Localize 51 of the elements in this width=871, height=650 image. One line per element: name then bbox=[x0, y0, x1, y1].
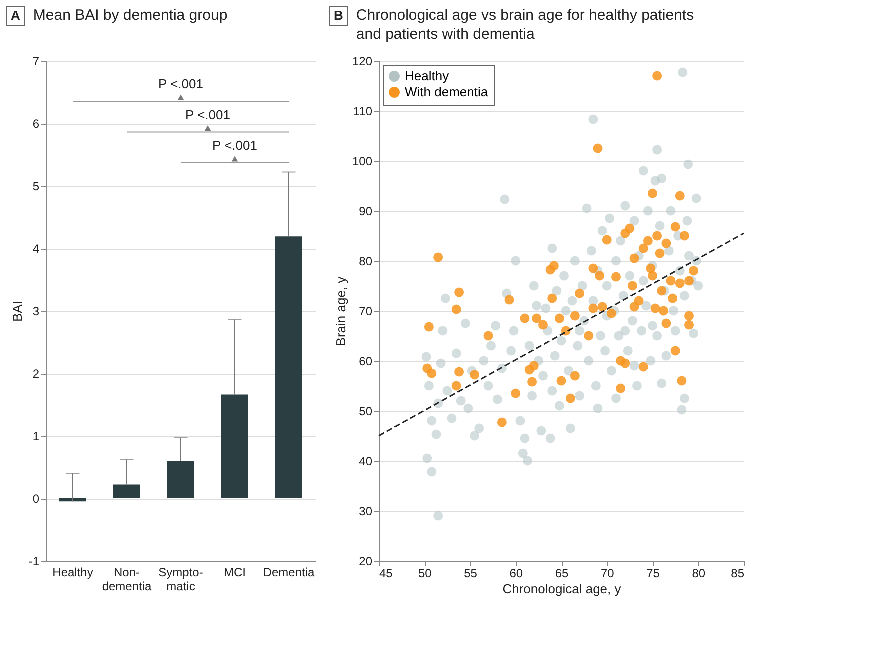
annotation: P <.001 bbox=[186, 107, 230, 122]
x-tick-label: MCI bbox=[224, 566, 246, 580]
y-tick-label: 4 bbox=[32, 242, 40, 256]
y-tick-label: 70 bbox=[359, 304, 373, 318]
y-tick-label: 110 bbox=[353, 104, 373, 118]
x-tick-label: Dementia bbox=[263, 566, 316, 580]
legend-label: Healthy bbox=[405, 68, 450, 84]
y-axis-title: BAI bbox=[10, 301, 25, 322]
y-tick-label: 60 bbox=[359, 354, 373, 368]
bar bbox=[168, 461, 194, 498]
x-tick-label: 85 bbox=[731, 566, 745, 580]
text: B bbox=[329, 6, 348, 26]
y-tick-label: 40 bbox=[359, 454, 373, 468]
y-tick-label: 3 bbox=[32, 304, 40, 318]
x-tick-label: Healthy bbox=[52, 566, 94, 580]
y-tick-label: 20 bbox=[359, 554, 373, 568]
x-tick-label: 45 bbox=[380, 566, 394, 580]
x-tick-label: 75 bbox=[646, 566, 660, 580]
y-tick-label: 6 bbox=[32, 117, 40, 131]
legend-label: With dementia bbox=[405, 84, 489, 100]
y-tick-label: 2 bbox=[32, 367, 40, 381]
y-tick-label: 7 bbox=[32, 54, 40, 68]
x-tick-label: 60 bbox=[510, 566, 524, 580]
bar bbox=[276, 236, 302, 498]
y-tick-label: 5 bbox=[32, 180, 40, 194]
y-tick-label: 100 bbox=[352, 154, 373, 168]
x-tick-label: 80 bbox=[692, 566, 706, 580]
annotation: P <.001 bbox=[158, 76, 204, 92]
x-tick-label: Non-dementia bbox=[102, 566, 152, 594]
x-tick-label: Sympto-matic bbox=[158, 566, 204, 594]
bar bbox=[222, 394, 248, 498]
chart-title: Chronological age vs brain age for healthy patients and patients with dementia bbox=[356, 6, 696, 44]
y-tick-label: 90 bbox=[359, 204, 373, 218]
x-tick-label: 65 bbox=[555, 566, 569, 580]
annotation: P <.001 bbox=[212, 138, 258, 153]
y-tick-label: 50 bbox=[359, 404, 373, 418]
bar bbox=[114, 484, 140, 498]
x-tick-label: 70 bbox=[600, 566, 615, 580]
bar bbox=[60, 498, 86, 502]
y-tick-label: -1 bbox=[28, 554, 40, 568]
y-tick-label: 0 bbox=[32, 492, 40, 506]
y-axis-title: Brain age, y bbox=[333, 276, 348, 346]
text: A bbox=[6, 6, 26, 26]
chart-title: Mean BAI by dementia group bbox=[33, 6, 228, 25]
x-axis-title: Chronological age, y bbox=[502, 582, 622, 596]
y-tick-label: 30 bbox=[359, 504, 373, 518]
y-tick-label: 1 bbox=[32, 430, 40, 444]
x-tick-label: 55 bbox=[464, 566, 478, 580]
y-tick-label: 120 bbox=[352, 54, 373, 68]
x-tick-label: 50 bbox=[418, 566, 432, 580]
y-tick-label: 80 bbox=[359, 254, 373, 268]
